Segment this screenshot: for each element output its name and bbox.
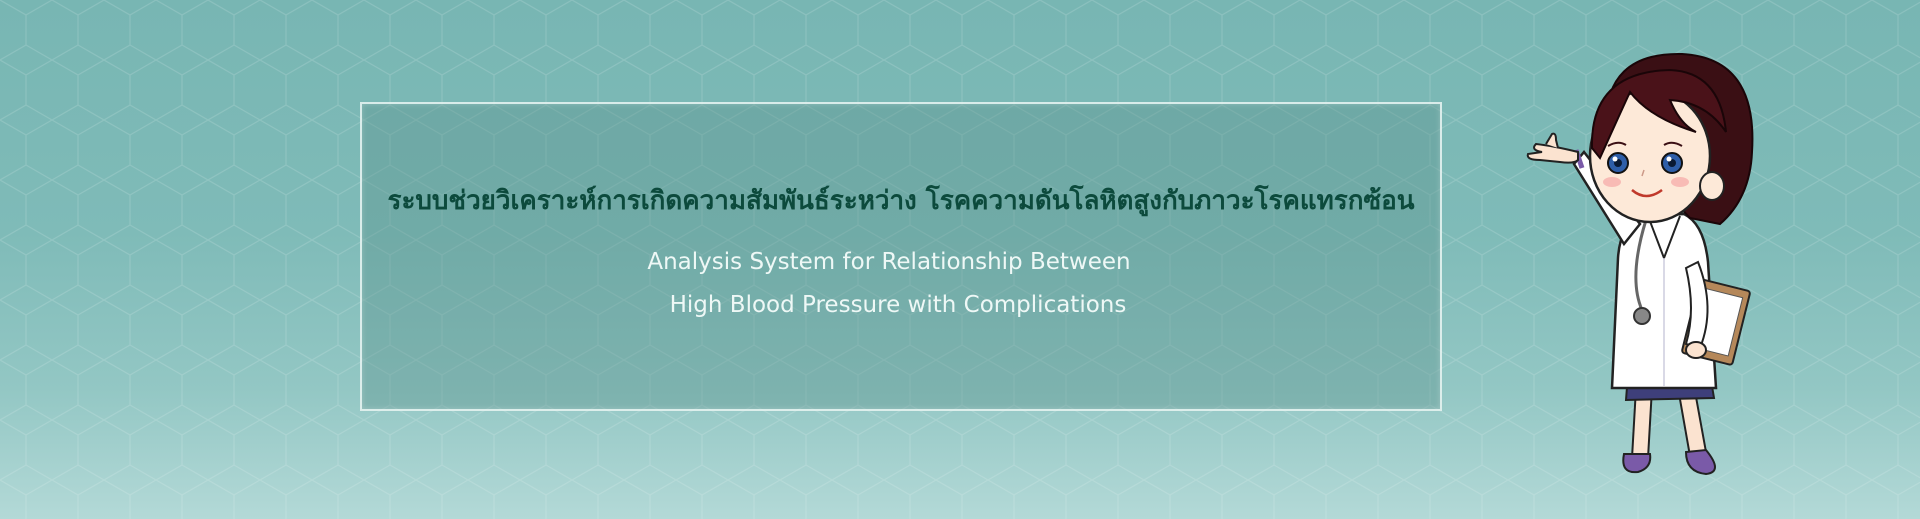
- title-english-line1: Analysis System for Relationship Between: [647, 249, 1131, 275]
- doctor-mascot-icon: [1526, 52, 1754, 476]
- banner-box: ระบบช่วยวิเคราะห์การเกิดความสัมพันธ์ระหว…: [360, 102, 1442, 411]
- title-english-line2: High Blood Pressure with Complications: [669, 292, 1127, 318]
- title-thai: ระบบช่วยวิเคราะห์การเกิดความสัมพันธ์ระหว…: [387, 186, 1415, 216]
